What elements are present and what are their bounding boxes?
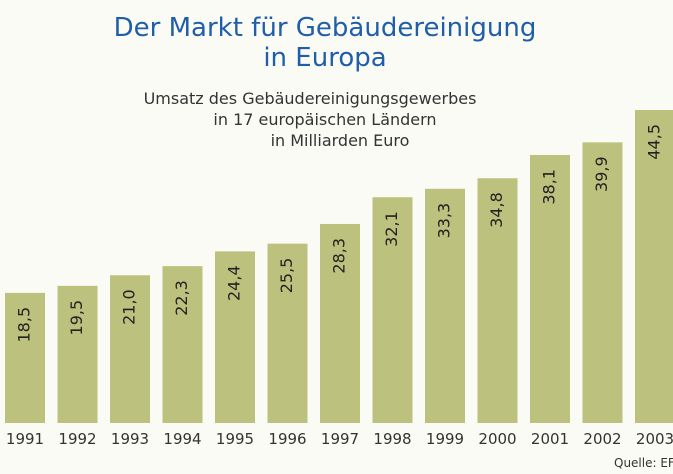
value-label: 18,5 [15,307,34,343]
value-label: 25,5 [277,258,296,294]
value-label: 24,4 [225,265,244,301]
bar [530,155,570,423]
value-label: 44,5 [645,124,664,160]
value-label: 39,9 [592,156,611,192]
value-label: 38,1 [540,169,559,205]
x-tick-label: 1993 [111,430,149,448]
chart-subtitle: Umsatz des Gebäudereinigungsgewerbes [144,89,477,108]
x-tick-label: 1995 [216,430,254,448]
bar [582,142,623,424]
x-tick-label: 2001 [531,430,569,448]
value-label: 19,5 [67,300,86,336]
chart-title: Der Markt für Gebäudereinigung [114,13,537,43]
bar [110,275,150,423]
x-tick-label: 1992 [58,430,96,448]
bar [372,197,413,423]
bar [477,178,518,423]
x-tick-label: 2003 [636,430,673,448]
bar [425,188,465,423]
bar [5,292,45,423]
value-label: 33,3 [435,203,454,239]
x-tick-label: 1998 [373,430,411,448]
chart-subtitle: in Milliarden Euro [271,131,410,150]
value-label: 34,8 [487,192,506,228]
value-label: 21,0 [120,289,139,325]
bar [267,243,308,423]
value-label: 32,1 [382,211,401,247]
x-tick-label: 1997 [321,430,359,448]
value-label: 22,3 [172,280,191,316]
x-tick-label: 1996 [268,430,306,448]
x-tick-label: 1994 [163,430,201,448]
source: Quelle: EFCI [614,456,673,470]
x-tick-label: 1999 [426,430,464,448]
x-tick-label: 1991 [6,430,44,448]
chart-subtitle: in 17 europäischen Ländern [213,110,436,129]
x-tick-label: 2000 [478,430,516,448]
bar [215,251,255,423]
bar [57,285,98,423]
bar [162,266,203,423]
chart-title: in Europa [263,43,386,73]
value-label: 28,3 [330,238,349,274]
bar [635,110,673,423]
bar [320,223,360,423]
x-tick-label: 2002 [583,430,621,448]
